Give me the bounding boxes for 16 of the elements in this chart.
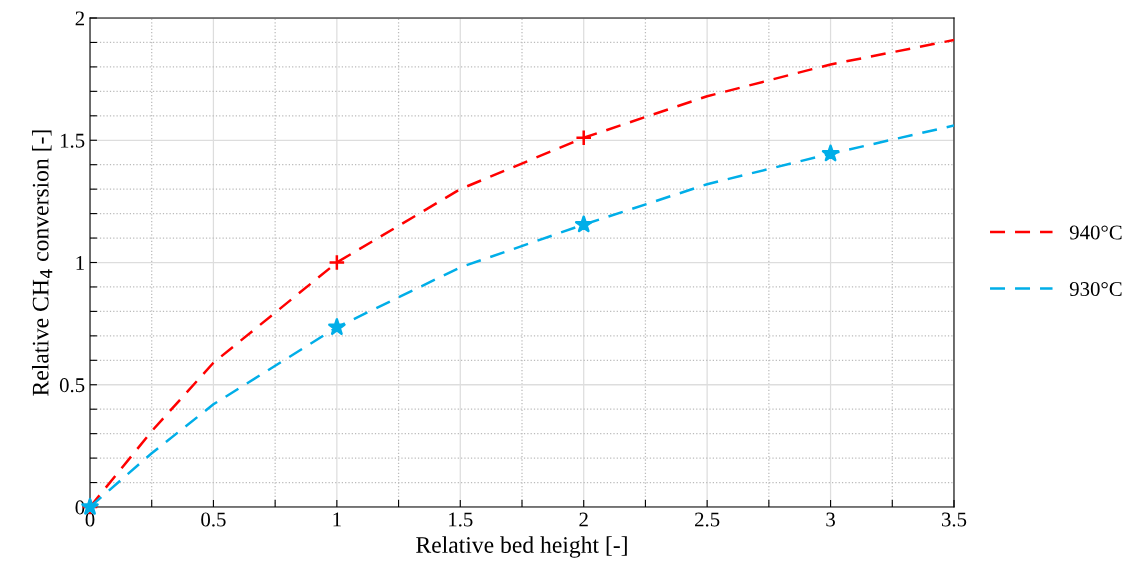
y-tick-label: 2 (75, 11, 84, 26)
y-tick-label: 0.5 (59, 378, 85, 393)
x-tick-label: 3.5 (941, 512, 967, 527)
x-tick-label: 0 (85, 512, 95, 527)
x-tick-label: 1 (333, 512, 341, 527)
legend-label: 940°C (1069, 225, 1122, 240)
x-tick-label: 2.5 (695, 512, 720, 527)
y-axis-title: Relative CH$_{4}$ conversion [-] (31, 130, 53, 396)
x-tick-label: 3 (826, 512, 835, 527)
y-tick-label: 1 (76, 255, 84, 270)
x-tick-label: 2 (579, 512, 588, 527)
y-tick-label: 1.5 (60, 133, 85, 148)
legend-label: 930°C (1069, 281, 1122, 297)
x-tick-label: 0.5 (201, 512, 226, 527)
x-tick-label: 1.5 (449, 512, 473, 527)
x-axis-title: Relative bed height [-] (416, 536, 627, 558)
